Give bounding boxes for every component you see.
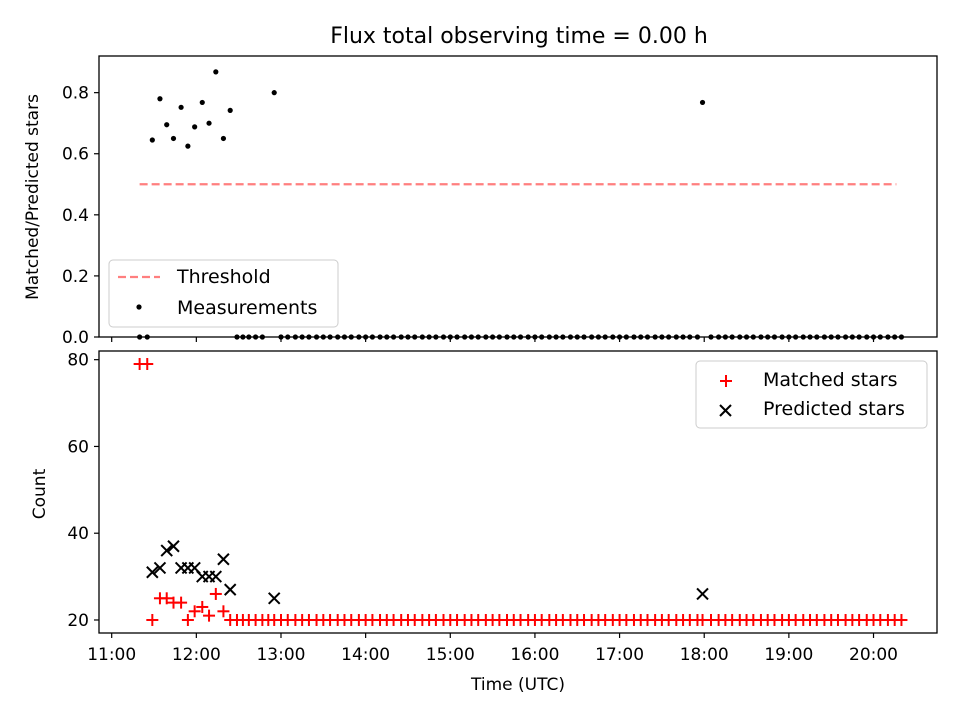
measurement-point xyxy=(157,96,163,102)
matched-star-marker xyxy=(141,358,154,371)
top-y-axis: 0.0 0.2 0.4 0.6 0.8 xyxy=(62,84,99,348)
measurement-point xyxy=(271,90,277,96)
legend-threshold-label: Threshold xyxy=(176,266,271,288)
bottom-y-tick-label: 20 xyxy=(67,611,89,631)
top-y-tick-label: 0.2 xyxy=(62,267,89,287)
measurement-point xyxy=(199,99,205,106)
top-legend-box xyxy=(108,259,339,328)
measurement-point xyxy=(192,124,198,130)
measurement-point xyxy=(227,107,233,113)
measurement-point xyxy=(220,135,227,142)
top-axes-frame xyxy=(98,55,938,338)
x-tick-label: 18:00 xyxy=(680,645,729,665)
predicted-star-marker xyxy=(209,570,223,583)
predicted-star-marker xyxy=(696,587,709,601)
x-tick-label: 20:00 xyxy=(849,645,898,665)
top-y-tick-label: 0.6 xyxy=(62,145,89,165)
x-tick-label: 13:00 xyxy=(256,645,305,665)
x-tick-label: 12:00 xyxy=(172,645,221,665)
matched-star-marker xyxy=(175,596,188,609)
matched-stars-legend-marker-icon xyxy=(720,375,732,387)
bottom-y-tick-label: 80 xyxy=(67,351,89,371)
bottom-axes-frame xyxy=(98,350,938,634)
bottom-y-tick-label: 60 xyxy=(67,437,89,457)
measurement-point xyxy=(149,137,155,143)
top-legend: Threshold Measurements xyxy=(108,259,339,328)
x-tick-label: 16:00 xyxy=(510,645,559,665)
top-y-tick-label: 0.4 xyxy=(62,206,89,226)
bottom-plot-area xyxy=(133,358,908,626)
matched-star-marker xyxy=(196,600,209,613)
measurement-point xyxy=(185,143,191,149)
matched-star-marker xyxy=(146,613,159,626)
matched-star-marker xyxy=(181,613,194,626)
matched-star-marker xyxy=(691,613,704,626)
legend-measurements-label: Measurements xyxy=(177,297,317,319)
matched-star-marker xyxy=(160,592,173,605)
predicted-star-marker xyxy=(153,561,167,575)
matched-star-marker xyxy=(217,605,230,618)
legend-matched-stars-label: Matched stars xyxy=(763,369,897,391)
x-axis-label: Time (UTC) xyxy=(470,675,565,695)
measurement-point xyxy=(164,122,170,128)
predicted-star-marker xyxy=(268,592,281,605)
top-y-axis-label: Matched/Predicted stars xyxy=(23,94,43,300)
x-tick-label: 19:00 xyxy=(764,645,813,665)
x-tick-label: 11:00 xyxy=(87,645,136,665)
matched-star-marker xyxy=(203,609,216,622)
matched-star-marker xyxy=(188,605,201,618)
predicted-star-marker xyxy=(160,544,173,557)
predicted-star-marker xyxy=(223,583,237,596)
measurements-legend-marker-icon xyxy=(136,304,142,310)
measurement-point xyxy=(178,104,184,110)
top-y-tick-label: 0.0 xyxy=(62,328,89,348)
matched-star-marker xyxy=(895,613,908,626)
top-y-tick-label: 0.8 xyxy=(62,84,89,104)
bottom-x-axis: 11:00 12:00 13:00 14:00 15:00 16:00 17:00 18:00… xyxy=(87,633,898,665)
top-x-ticks xyxy=(111,337,875,342)
bottom-y-axis: 20 40 60 80 xyxy=(67,351,99,631)
x-tick-label: 15:00 xyxy=(426,645,475,665)
predicted-star-marker xyxy=(146,566,159,579)
bottom-legend: Matched stars Predicted stars xyxy=(695,360,928,429)
bottom-y-tick-label: 40 xyxy=(67,524,89,544)
predicted-stars-legend-marker-icon xyxy=(719,404,732,417)
predicted-star-marker xyxy=(217,553,230,566)
measurement-point xyxy=(206,120,212,126)
bottom-y-axis-label: Count xyxy=(30,468,50,519)
x-tick-label: 14:00 xyxy=(341,645,390,665)
predicted-star-marker xyxy=(167,540,180,553)
chart-title: Flux total observing time = 0.00 h xyxy=(330,24,708,49)
bottom-legend-box xyxy=(695,360,928,429)
matched-star-marker xyxy=(209,587,222,600)
measurement-point xyxy=(213,69,219,75)
legend-predicted-stars-label: Predicted stars xyxy=(763,398,905,420)
top-panel: 0.00.20.40.60.8 Matched/Predicted stars … xyxy=(23,55,938,348)
measurement-point xyxy=(170,135,177,142)
matched-star-marker xyxy=(262,613,275,626)
x-tick-label: 17:00 xyxy=(595,645,644,665)
measurement-point xyxy=(699,99,706,106)
